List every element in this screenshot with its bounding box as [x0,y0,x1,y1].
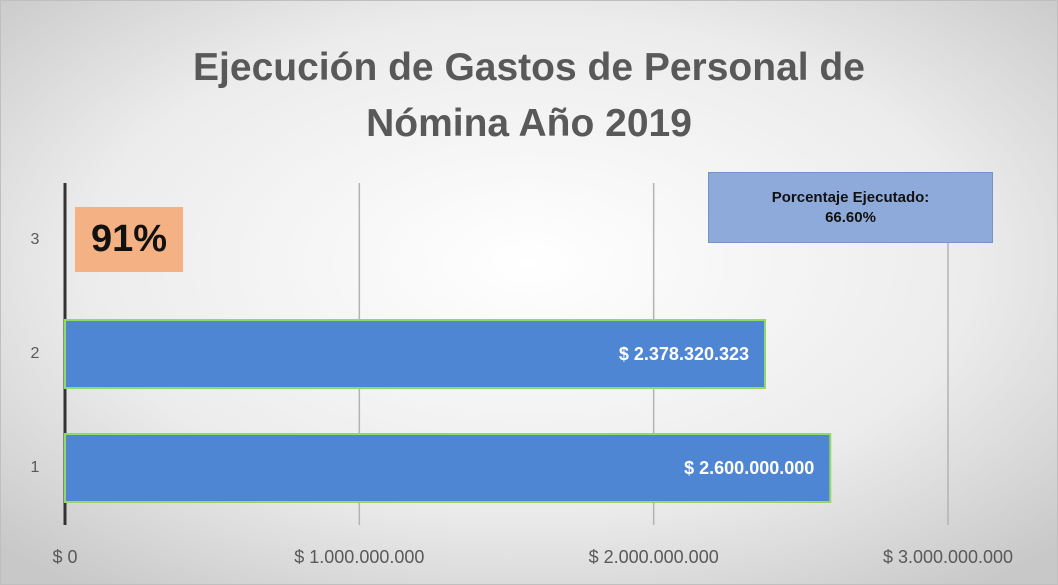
annotation: 91% [75,207,183,272]
chart-title: Ejecución de Gastos de Personal de Nómin… [193,46,865,145]
data-label: $ 2.600.000.000 [684,458,814,478]
x-tick-label: $ 0 [52,547,77,567]
bar [64,433,832,503]
y-tick-label: 2 [31,345,40,362]
bar [64,319,767,389]
annotation-box: Porcentaje Ejecutado: 66.60% [708,172,993,243]
data-label: $ 2.378.320.323 [619,344,749,364]
x-tick-label: $ 1.000.000.000 [294,547,424,567]
y-tick-label: 1 [31,459,40,476]
y-tick-label: 3 [31,231,40,248]
x-tick-label: $ 3.000.000.000 [883,547,1013,567]
x-tick-label: $ 2.000.000.000 [589,547,719,567]
